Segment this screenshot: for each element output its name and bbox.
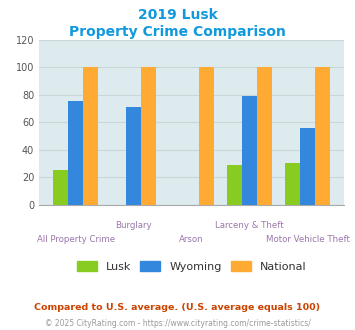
Text: © 2025 CityRating.com - https://www.cityrating.com/crime-statistics/: © 2025 CityRating.com - https://www.city…	[45, 319, 310, 328]
Bar	[141, 67, 156, 205]
Text: Motor Vehicle Theft: Motor Vehicle Theft	[266, 235, 350, 244]
Bar	[68, 102, 83, 205]
Text: Arson: Arson	[179, 235, 204, 244]
Bar	[257, 67, 272, 205]
Bar	[300, 128, 315, 205]
Text: Larceny & Theft: Larceny & Theft	[215, 221, 284, 230]
Text: All Property Crime: All Property Crime	[37, 235, 115, 244]
Text: Burglary: Burglary	[115, 221, 152, 230]
Bar	[315, 67, 331, 205]
Bar	[83, 67, 98, 205]
Bar	[227, 165, 242, 205]
Bar	[242, 96, 257, 205]
Legend: Lusk, Wyoming, National: Lusk, Wyoming, National	[73, 257, 311, 277]
Bar	[199, 67, 214, 205]
Bar	[53, 170, 68, 205]
Bar	[285, 163, 300, 205]
Bar	[126, 107, 141, 205]
Text: Property Crime Comparison: Property Crime Comparison	[69, 25, 286, 39]
Text: 2019 Lusk: 2019 Lusk	[138, 8, 217, 22]
Text: Compared to U.S. average. (U.S. average equals 100): Compared to U.S. average. (U.S. average …	[34, 303, 321, 312]
